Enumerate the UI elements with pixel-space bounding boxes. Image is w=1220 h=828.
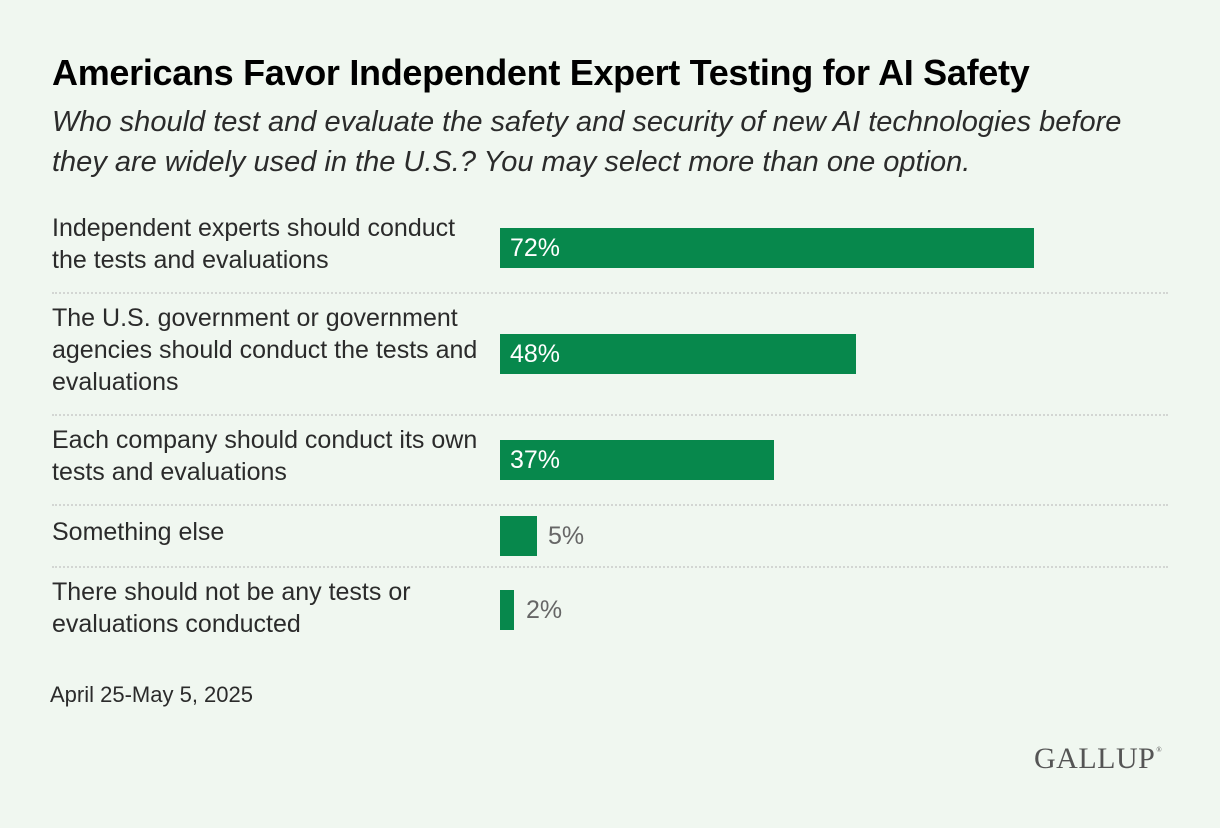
row-label: Something else bbox=[52, 518, 225, 546]
bar: 48% bbox=[500, 334, 856, 374]
row-label: Each company should conduct its own test… bbox=[52, 426, 478, 486]
chart-subtitle: Who should test and evaluate the safety … bbox=[52, 106, 1122, 178]
bar-value-label: 72% bbox=[510, 234, 561, 262]
bar bbox=[500, 590, 514, 630]
row-separator bbox=[52, 414, 1168, 416]
bar-value-label: 2% bbox=[526, 596, 563, 624]
bar: 37% bbox=[500, 440, 774, 480]
row-separator bbox=[52, 566, 1168, 568]
bar-value-label: 37% bbox=[510, 446, 561, 474]
bar-value-label: 48% bbox=[510, 340, 561, 368]
chart-title: Americans Favor Independent Expert Testi… bbox=[52, 52, 1030, 93]
row-label: The U.S. government or government agenci… bbox=[52, 304, 478, 396]
logo-text: GALLUP bbox=[1034, 742, 1156, 775]
registered-mark-icon: ® bbox=[1156, 746, 1163, 754]
row-separator bbox=[52, 292, 1168, 294]
row-label: Independent experts should conduct the t… bbox=[52, 214, 456, 274]
bar-value-label: 5% bbox=[548, 522, 585, 550]
survey-date: April 25-May 5, 2025 bbox=[50, 682, 253, 707]
gallup-logo: GALLUP® bbox=[1034, 742, 1162, 776]
row-label: There should not be any tests or evaluat… bbox=[52, 578, 411, 638]
bar bbox=[500, 516, 537, 556]
row-separator bbox=[52, 504, 1168, 506]
bar: 72% bbox=[500, 228, 1034, 268]
